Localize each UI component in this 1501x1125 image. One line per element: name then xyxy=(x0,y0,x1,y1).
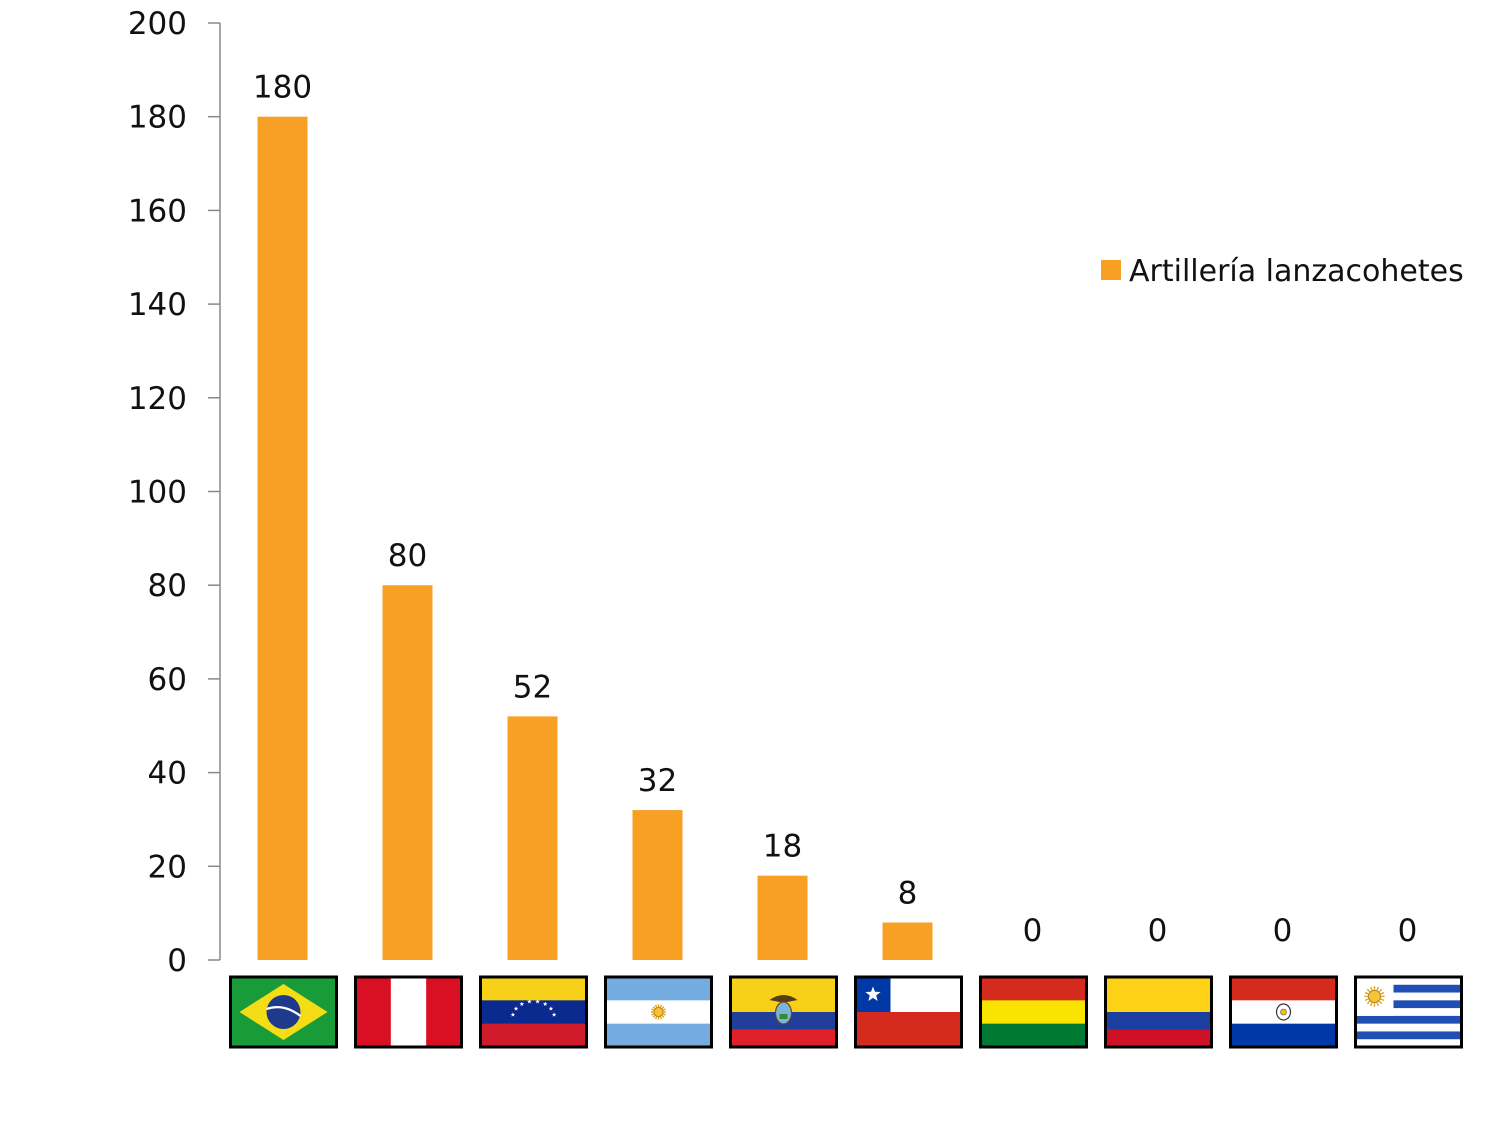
data-label: 0 xyxy=(1023,913,1043,949)
x-axis-flags xyxy=(229,975,1463,1049)
bar xyxy=(632,810,683,960)
y-axis: 0 20 40 60 80 100 120 140 160 180 200 xyxy=(128,6,221,979)
data-label: 52 xyxy=(513,669,552,705)
uruguay-flag-icon xyxy=(1354,975,1463,1049)
y-tick-label: 140 xyxy=(128,287,187,323)
argentina-flag-icon xyxy=(604,975,713,1049)
data-label: 18 xyxy=(763,829,802,865)
ecuador-flag-icon xyxy=(729,975,838,1049)
data-label: 0 xyxy=(1273,913,1293,949)
y-tick-label: 160 xyxy=(128,193,187,229)
data-label: 180 xyxy=(253,70,312,106)
bar xyxy=(257,116,308,960)
data-label: 8 xyxy=(898,876,918,912)
data-label: 32 xyxy=(638,763,677,799)
data-label: 80 xyxy=(388,538,427,574)
data-label: 0 xyxy=(1398,913,1418,949)
peru-flag-icon xyxy=(354,975,463,1049)
bar xyxy=(757,875,808,960)
bar xyxy=(882,922,933,960)
paraguay-flag-icon xyxy=(1229,975,1338,1049)
y-tick-label: 180 xyxy=(128,100,187,136)
y-tick-label: 120 xyxy=(128,381,187,417)
chile-flag-icon xyxy=(854,975,963,1049)
brazil-flag-icon xyxy=(229,975,338,1049)
y-tick-label: 0 xyxy=(167,943,187,979)
bar xyxy=(382,585,433,960)
y-tick-label: 60 xyxy=(148,662,187,698)
y-tick-label: 20 xyxy=(148,849,187,885)
venezuela-flag-icon xyxy=(479,975,588,1049)
bars xyxy=(257,116,933,960)
bar xyxy=(507,716,558,960)
bolivia-flag-icon xyxy=(979,975,1088,1049)
colombia-flag-icon xyxy=(1104,975,1213,1049)
y-tick-label: 200 xyxy=(128,6,187,42)
data-label: 0 xyxy=(1148,913,1168,949)
legend: Artillería lanzacohetes xyxy=(1101,254,1464,289)
y-tick-label: 100 xyxy=(128,475,187,511)
y-tick-label: 40 xyxy=(148,756,187,792)
legend-swatch xyxy=(1101,260,1121,280)
y-tick-label: 80 xyxy=(148,568,187,604)
legend-label: Artillería lanzacohetes xyxy=(1129,254,1464,289)
